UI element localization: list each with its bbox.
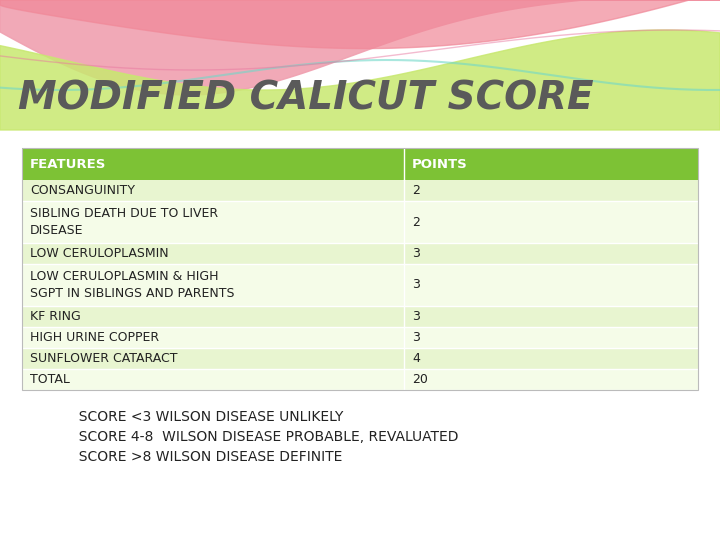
Bar — [22, 264, 698, 306]
Text: HIGH URINE COPPER: HIGH URINE COPPER — [30, 331, 159, 344]
Bar — [22, 148, 698, 180]
Text: SUNFLOWER CATARACT: SUNFLOWER CATARACT — [30, 352, 178, 365]
Text: SIBLING DEATH DUE TO LIVER
DISEASE: SIBLING DEATH DUE TO LIVER DISEASE — [30, 207, 218, 237]
Text: FEATURES: FEATURES — [30, 158, 107, 171]
Text: SCORE 4-8  WILSON DISEASE PROBABLE, REVALUATED: SCORE 4-8 WILSON DISEASE PROBABLE, REVAL… — [70, 430, 459, 444]
Text: 3: 3 — [412, 279, 420, 292]
Bar — [22, 369, 698, 390]
Bar — [0, 0, 720, 130]
Bar — [22, 148, 698, 390]
Text: 2: 2 — [412, 215, 420, 228]
Text: POINTS: POINTS — [412, 158, 468, 171]
Text: SCORE >8 WILSON DISEASE DEFINITE: SCORE >8 WILSON DISEASE DEFINITE — [70, 450, 343, 464]
Bar — [22, 243, 698, 264]
Text: KF RING: KF RING — [30, 310, 81, 323]
Text: 3: 3 — [412, 310, 420, 323]
Bar — [22, 180, 698, 201]
Text: 3: 3 — [412, 247, 420, 260]
Bar — [22, 327, 698, 348]
Text: CONSANGUINITY: CONSANGUINITY — [30, 184, 135, 197]
Text: 4: 4 — [412, 352, 420, 365]
Text: TOTAL: TOTAL — [30, 373, 70, 386]
Text: MODIFIED CALICUT SCORE: MODIFIED CALICUT SCORE — [18, 79, 593, 117]
Bar — [22, 348, 698, 369]
Text: LOW CERULOPLASMIN: LOW CERULOPLASMIN — [30, 247, 168, 260]
Text: SCORE <3 WILSON DISEASE UNLIKELY: SCORE <3 WILSON DISEASE UNLIKELY — [70, 410, 343, 424]
Text: 3: 3 — [412, 331, 420, 344]
Text: 20: 20 — [412, 373, 428, 386]
Bar — [22, 201, 698, 243]
Text: 2: 2 — [412, 184, 420, 197]
Text: LOW CERULOPLASMIN & HIGH
SGPT IN SIBLINGS AND PARENTS: LOW CERULOPLASMIN & HIGH SGPT IN SIBLING… — [30, 270, 235, 300]
Bar — [22, 306, 698, 327]
